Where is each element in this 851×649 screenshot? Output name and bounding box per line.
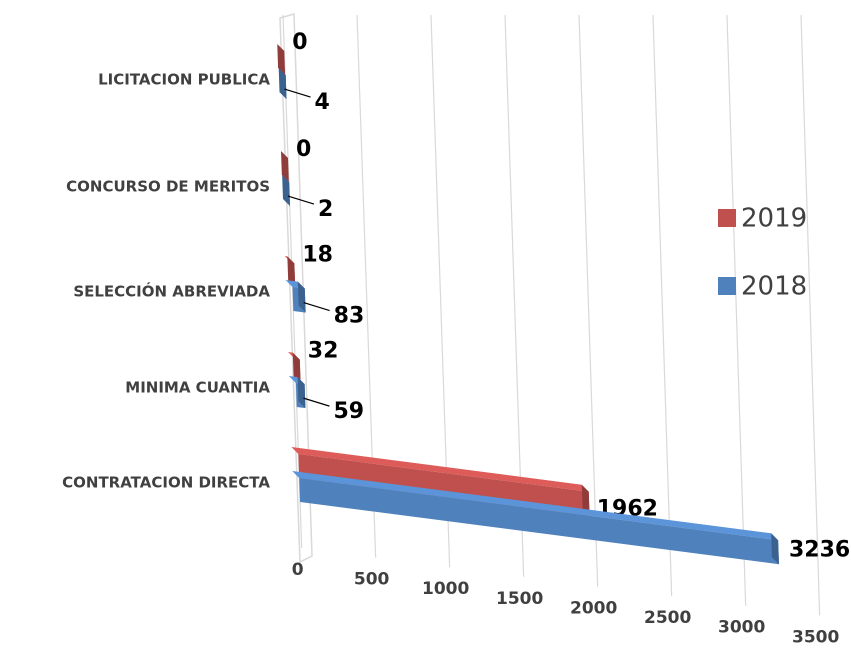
legend-swatch <box>718 277 736 295</box>
bar-end <box>297 377 306 409</box>
value-label: 3236 <box>789 537 850 562</box>
leader-line <box>303 302 330 312</box>
grid-line <box>726 14 747 606</box>
x-tick-label: 500 <box>354 570 390 590</box>
x-tick-label: 0 <box>292 560 304 580</box>
back-wall <box>279 13 313 564</box>
bar-end <box>278 68 287 100</box>
bar-end <box>281 151 289 182</box>
value-label: 2 <box>318 197 333 222</box>
leader-line <box>287 195 315 205</box>
bar-end <box>581 484 590 516</box>
bar-top <box>292 471 779 541</box>
value-label: 4 <box>315 90 330 115</box>
grid-line <box>800 14 821 616</box>
leader-line <box>303 397 330 407</box>
bar-end <box>287 256 296 288</box>
bar-end <box>771 533 779 565</box>
bar-end <box>282 175 290 207</box>
bar-top <box>291 447 589 492</box>
value-label: 59 <box>333 399 364 424</box>
bar <box>281 175 290 207</box>
x-tick-label: 3000 <box>718 618 765 638</box>
x-tick-label: 2000 <box>570 598 617 618</box>
value-label: 83 <box>334 304 365 329</box>
value-label: 18 <box>302 242 333 267</box>
bar-end <box>277 44 286 75</box>
bar-end <box>297 281 306 313</box>
category-label: SELECCIÓN ABREVIADA <box>73 282 270 301</box>
x-tick-label: 1500 <box>496 589 543 609</box>
bar-face <box>299 478 779 565</box>
x-tick-label: 3500 <box>792 627 839 647</box>
category-label: LICITACION PUBLICA <box>98 71 270 89</box>
leader-line <box>284 88 311 98</box>
bar <box>277 44 286 75</box>
category-label: MINIMA CUANTIA <box>125 379 270 397</box>
value-label: 0 <box>292 30 307 55</box>
x-tick-label: 2500 <box>644 608 691 628</box>
legend-label: 2018 <box>741 272 807 302</box>
bar <box>288 376 306 409</box>
category-label: CONCURSO DE MERITOS <box>66 178 270 196</box>
bar <box>278 68 287 100</box>
bar <box>292 471 779 565</box>
category-label: CONTRATACION DIRECTA <box>62 474 270 492</box>
bar-end <box>292 352 301 384</box>
bar <box>285 280 306 313</box>
bar <box>281 151 289 182</box>
value-label: 32 <box>308 339 339 364</box>
legend-label: 2019 <box>741 204 807 234</box>
value-label: 0 <box>296 137 311 162</box>
grid-line <box>652 14 673 597</box>
legend-swatch <box>718 209 736 227</box>
grid-line <box>578 14 599 587</box>
x-tick-label: 1000 <box>422 579 469 599</box>
